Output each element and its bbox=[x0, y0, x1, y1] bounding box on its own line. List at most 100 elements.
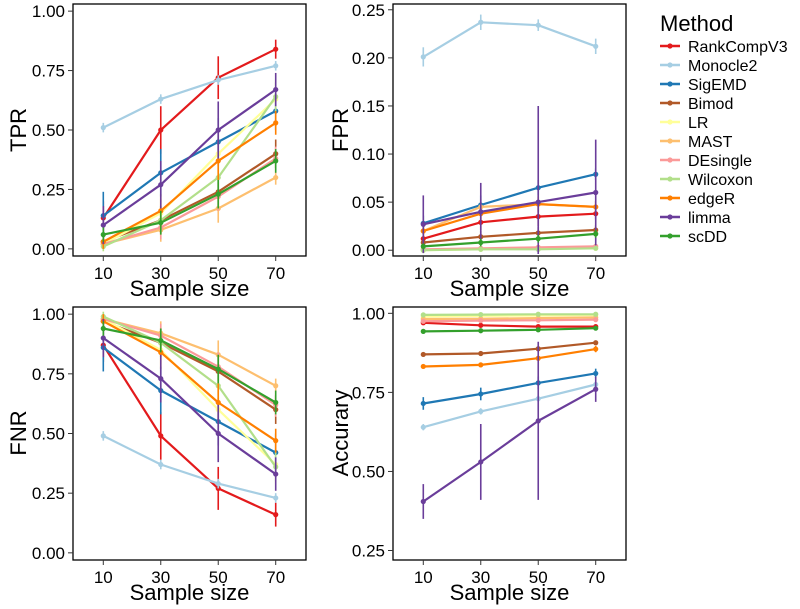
fnr-scdd-point bbox=[273, 399, 279, 406]
accuracy-bimod-point bbox=[420, 351, 426, 358]
legend-title: Method bbox=[660, 11, 733, 36]
tpr-monocle2-point bbox=[158, 96, 164, 102]
accuracy-edger-line bbox=[423, 348, 596, 368]
fpr-scdd-point bbox=[478, 239, 484, 246]
accuracy-limma-point bbox=[478, 459, 484, 465]
accuracy-xtick-label: 10 bbox=[414, 568, 433, 587]
fpr-ytick-label: 0.20 bbox=[352, 49, 385, 68]
tpr-xtick-label: 10 bbox=[94, 264, 113, 283]
fpr-ytick-label: 0.25 bbox=[352, 1, 385, 20]
fpr-xtick-label: 10 bbox=[414, 264, 433, 283]
tpr-panel: 0.00 0.25 0.50 0.75 1.00 10 30 50 70 Sample size T… bbox=[6, 2, 307, 301]
fnr-bimod-line bbox=[102, 320, 277, 411]
fpr-wilcoxon-point bbox=[593, 245, 599, 251]
fpr-ytick-label: 0.05 bbox=[352, 193, 385, 212]
fnr-mast-line bbox=[103, 317, 277, 387]
accuracy-series-bimod bbox=[420, 340, 599, 358]
fpr-xtick-label: 50 bbox=[529, 264, 548, 283]
legend-item-monocle2: Monocle2 bbox=[660, 58, 757, 75]
accuracy-desingle-point bbox=[420, 318, 426, 324]
accuracy-limma-point bbox=[593, 386, 599, 392]
fpr-bimod-line bbox=[423, 228, 596, 244]
accuracy-scdd-point bbox=[535, 327, 541, 333]
tpr-edger-point bbox=[215, 158, 221, 164]
accuracy-sigemd-point bbox=[593, 370, 599, 377]
fpr-wilcoxon-line bbox=[423, 247, 596, 252]
fnr-mast-point bbox=[273, 383, 279, 389]
accuracy-xtick-label: 70 bbox=[586, 568, 605, 587]
legend-swatch-point bbox=[667, 233, 673, 239]
legend-label-mast: MAST bbox=[688, 134, 733, 151]
fnr-panel: 0.00 0.25 0.50 0.75 1.00 10 30 50 70 Sample size F… bbox=[6, 305, 307, 605]
accuracy-scdd-point bbox=[420, 328, 426, 334]
accuracy-series-wilcoxon bbox=[420, 311, 599, 318]
legend-swatch-point bbox=[667, 138, 673, 144]
fnr-scdd-line bbox=[103, 327, 277, 404]
accuracy-wilcoxon-point bbox=[420, 312, 426, 318]
fpr-series-rankcompv3 bbox=[420, 206, 599, 245]
fpr-ytick-label: 0.00 bbox=[352, 241, 385, 260]
fpr-scdd-point bbox=[593, 231, 599, 237]
accuracy-scdd-point bbox=[478, 328, 484, 334]
accuracy-mast-line bbox=[423, 316, 596, 321]
legend-item-mast: MAST bbox=[660, 134, 733, 151]
accuracy-edger-point bbox=[478, 362, 484, 368]
fpr-frame bbox=[392, 3, 627, 257]
legend-swatch-point bbox=[667, 43, 673, 49]
accuracy-xlabel: Sample size bbox=[450, 580, 570, 605]
accuracy-monocle2-point bbox=[478, 408, 484, 414]
legend-label-bimod: Bimod bbox=[688, 96, 733, 113]
fpr-panel: 0.00 0.05 0.10 0.15 0.20 0.25 10 30 50 70 Sample s… bbox=[328, 1, 627, 301]
accuracy-wilcoxon-point bbox=[535, 311, 541, 317]
accuracy-scdd-point bbox=[593, 325, 599, 331]
accuracy-series-limma bbox=[420, 341, 599, 519]
tpr-xtick-label: 50 bbox=[209, 264, 228, 283]
legend-swatch-point bbox=[667, 100, 673, 106]
fpr-series-wilcoxon bbox=[420, 245, 599, 253]
fnr-series-monocle2 bbox=[100, 431, 279, 503]
tpr-mast-line bbox=[103, 176, 277, 246]
legend-item-rankcompv3: RankCompV3 bbox=[660, 39, 788, 56]
accuracy-ytick-label: 0.75 bbox=[352, 383, 385, 402]
fnr-xlabel: Sample size bbox=[130, 580, 250, 605]
fnr-limma-point bbox=[273, 471, 279, 477]
tpr-wilcoxon-line bbox=[102, 96, 277, 248]
tpr-rankcompv3-point bbox=[158, 127, 164, 133]
tpr-monocle2-point bbox=[273, 63, 279, 69]
fnr-ylabel: FNR bbox=[6, 410, 31, 455]
fnr-xtick-label: 50 bbox=[209, 568, 228, 587]
accuracy-wilcoxon-point bbox=[593, 311, 599, 317]
accuracy-desingle-point bbox=[535, 317, 541, 323]
legend-item-bimod: Bimod bbox=[660, 96, 733, 113]
fnr-rankcompv3-line bbox=[102, 344, 277, 516]
fnr-monocle2-point bbox=[215, 481, 221, 487]
fnr-scdd-point bbox=[100, 325, 106, 332]
fnr-wilcoxon-line bbox=[102, 315, 277, 468]
fpr-monocle2-line bbox=[422, 21, 597, 58]
fpr-monocle2-point bbox=[535, 22, 541, 28]
tpr-rankcompv3-line bbox=[102, 48, 277, 219]
tpr-edger-point bbox=[158, 208, 164, 214]
tpr-monocle2-point bbox=[100, 125, 106, 131]
fnr-monocle2-line bbox=[102, 434, 276, 499]
fpr-ytick-label: 0.15 bbox=[352, 97, 385, 116]
fpr-scdd-line bbox=[423, 232, 596, 248]
accuracy-desingle-point bbox=[593, 317, 599, 323]
accuracy-series-edger bbox=[420, 345, 599, 370]
accuracy-frame bbox=[392, 306, 627, 561]
legend-label-lr: LR bbox=[688, 115, 708, 132]
fnr-xtick-label: 10 bbox=[94, 568, 113, 587]
legend-item-sigemd: SigEMD bbox=[660, 77, 747, 94]
legend-swatch-point bbox=[667, 81, 673, 87]
fpr-limma-point bbox=[593, 189, 599, 196]
accuracy-desingle-line bbox=[423, 318, 596, 323]
accuracy-sigemd-line bbox=[423, 372, 596, 405]
fpr-limma-point bbox=[478, 209, 484, 215]
tpr-mast-point bbox=[273, 174, 279, 181]
legend-item-edger: edgeR bbox=[660, 191, 735, 208]
legend-label-scdd: scDD bbox=[688, 229, 727, 246]
accuracy-xtick-label: 30 bbox=[471, 568, 490, 587]
accuracy-edger-point bbox=[593, 346, 599, 352]
fpr-sigemd-line bbox=[422, 173, 596, 225]
legend-swatch-point bbox=[667, 214, 673, 220]
